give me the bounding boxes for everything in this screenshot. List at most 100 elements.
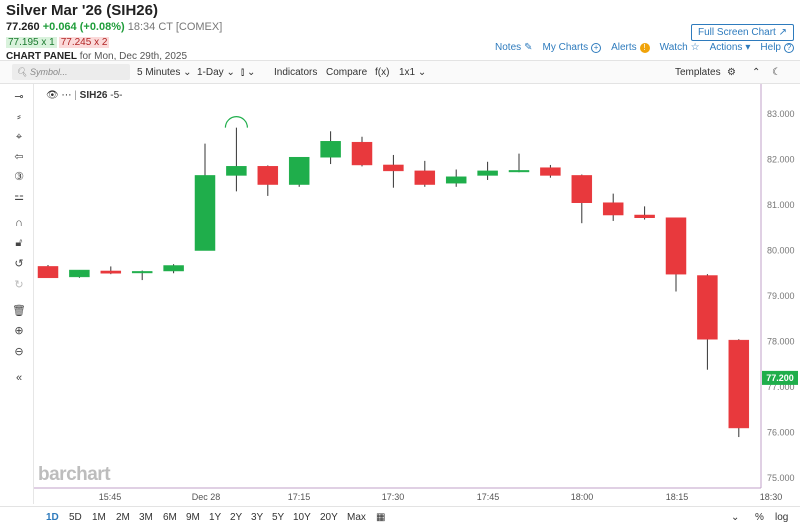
y-tick-label: 77.000 [767,382,795,392]
chart-area[interactable]: 83.000 82.000 81.000 80.000 79.000 78.000 77.0… [34,84,800,504]
undo-icon[interactable]: ↺ [14,258,24,270]
candle-body [697,275,718,340]
alerts-label: Alerts [611,42,637,53]
crosshair-tool-icon[interactable]: ⊸ [14,91,24,103]
layout-label: 1x1 [399,67,416,78]
plus-circle-icon: + [591,43,602,53]
candle-body [571,175,593,203]
help-link[interactable]: Help? [760,42,794,54]
panel-date: for Mon, Dec 29th, 2025 [79,51,188,62]
scroll-down-icon[interactable]: ⌄ [731,512,740,523]
edit-icon: ✎ [524,42,533,53]
search-icon: 🔍︎ [16,67,28,77]
collapse-icon[interactable]: ⌃ [752,67,761,78]
candle-body [226,166,247,176]
dark-mode-icon[interactable]: ☾ [772,67,781,78]
x-tick-label: 18:15 [666,492,689,502]
range-label: 1-Day [197,67,224,78]
shape-tools-icon[interactable]: ⌖ [15,131,23,143]
range-button-2y[interactable]: 2Y [230,512,243,523]
trash-icon[interactable]: 🗑︎ [12,305,26,317]
last-price-badge [762,370,798,385]
range-dropdown[interactable]: 1-Day ⌄ [197,61,235,84]
range-button-3y[interactable]: 3Y [251,512,264,523]
range-button-5y[interactable]: 5Y [272,512,285,523]
zoom-in-icon[interactable]: ⊕ [14,325,24,337]
candle-body [383,164,404,172]
layout-dropdown[interactable]: 1x1 ⌄ [399,61,426,84]
actions-label: Actions [709,42,743,53]
y-tick-label: 80.000 [767,246,795,256]
x-tick-label: 15:45 [99,492,122,502]
y-tick-label: 82.000 [767,155,795,165]
full-screen-label: Full Screen Chart [698,27,776,38]
x-tick-label: 18:00 [571,492,594,502]
line-tools-icon[interactable]: ⸗ [17,111,21,123]
candle-body [414,170,436,185]
calendar-icon[interactable]: ▦ [376,512,386,523]
interval-dropdown[interactable]: 5 Minutes ⌄ [137,61,192,84]
watch-link[interactable]: Watch ☆ [660,42,700,54]
range-button-1y[interactable]: 1Y [209,512,222,523]
templates-button[interactable]: Templates [675,67,721,78]
candlestick-chart[interactable]: 83.000 82.000 81.000 80.000 79.000 78.000 77.0… [34,84,800,504]
chart-panel-label: CHART PANEL for Mon, Dec 29th, 2025 [6,51,222,63]
range-button-2m[interactable]: 2M [116,512,130,523]
percent-toggle[interactable]: % [755,512,764,523]
gear-icon[interactable]: ⚙ [727,67,736,78]
compare-button[interactable]: Compare [326,67,368,78]
fibonacci-tools-icon[interactable]: ⚍ [14,191,24,203]
arrow-tools-icon[interactable]: ⇦ [14,151,24,163]
last-price-label: 77.200 [766,373,794,383]
notes-label: Notes [495,42,522,53]
barchart-logo: barchart [38,464,111,485]
range-button-5d[interactable]: 5D [69,512,82,523]
fx-button[interactable]: f(x) [375,67,390,78]
instrument-title: Silver Mar '26 (SIH26) [6,2,158,19]
actions-link[interactable]: Actions ▾ [710,42,751,54]
candle-body [540,167,561,176]
indicators-button[interactable]: Indicators [274,67,318,78]
range-button-6m[interactable]: 6M [163,512,177,523]
magnet-icon[interactable]: ∩ [15,217,23,229]
numbered-marker-icon[interactable]: ③ [14,171,24,183]
external-link-icon: ↗ [778,27,787,38]
candle-body [320,141,341,158]
chart-toolbar: 🔍︎ Symbol... 5 Minutes ⌄ 1-Day ⌄ ⫾ ⌄ Ind… [0,60,800,84]
range-button-max[interactable]: Max [347,512,366,523]
candle-body [634,214,655,218]
chart-type-dropdown[interactable]: ⫾ ⌄ [241,61,255,84]
notes-link[interactable]: Notes ✎ [495,42,533,54]
full-screen-chart-button[interactable]: Full Screen Chart ↗ [691,24,794,41]
range-button-20y[interactable]: 20Y [320,512,338,523]
alerts-link[interactable]: Alerts! [611,42,650,54]
candle-body [257,166,279,185]
range-button-10y[interactable]: 10Y [293,512,311,523]
eye-icon[interactable]: 👁︎ [46,90,59,101]
log-toggle[interactable]: log [775,512,789,523]
y-tick-label: 75.000 [767,473,795,483]
collapse-sidebar-icon[interactable]: « [15,372,23,384]
chart-interval: -5- [110,90,123,101]
range-button-3m[interactable]: 3M [139,512,153,523]
range-button-1d[interactable]: 1D [46,512,59,523]
more-icon[interactable]: ⋯ [61,90,72,101]
candle-body [477,170,498,176]
my-charts-label: My Charts [542,42,589,53]
symbol-search-input[interactable]: 🔍︎ Symbol... [12,64,130,80]
range-button-1m[interactable]: 1M [92,512,106,523]
range-button-9m[interactable]: 9M [186,512,200,523]
range-bar: 1D 5D 1M 2M 3M 6M 9M 1Y 2Y 3Y 5Y 10Y 20Y Max ▦ ⌄ % lo… [0,506,800,527]
y-tick-label: 76.000 [767,428,795,438]
x-tick-label: 17:30 [382,492,405,502]
lock-icon[interactable]: 🔓︎ [15,237,23,249]
redo-icon[interactable]: ↻ [14,279,24,291]
bid-ask: 77.195 x 1 77.245 x 2 [6,36,222,49]
chevron-down-icon: ⌄ [417,67,427,78]
y-tick-label: 83.000 [767,109,795,119]
x-tick-label: Dec 28 [192,492,221,502]
help-label: Help [760,42,781,53]
candle-body [288,156,310,185]
zoom-out-icon[interactable]: ⊖ [14,346,24,358]
my-charts-link[interactable]: My Charts + [543,42,602,54]
